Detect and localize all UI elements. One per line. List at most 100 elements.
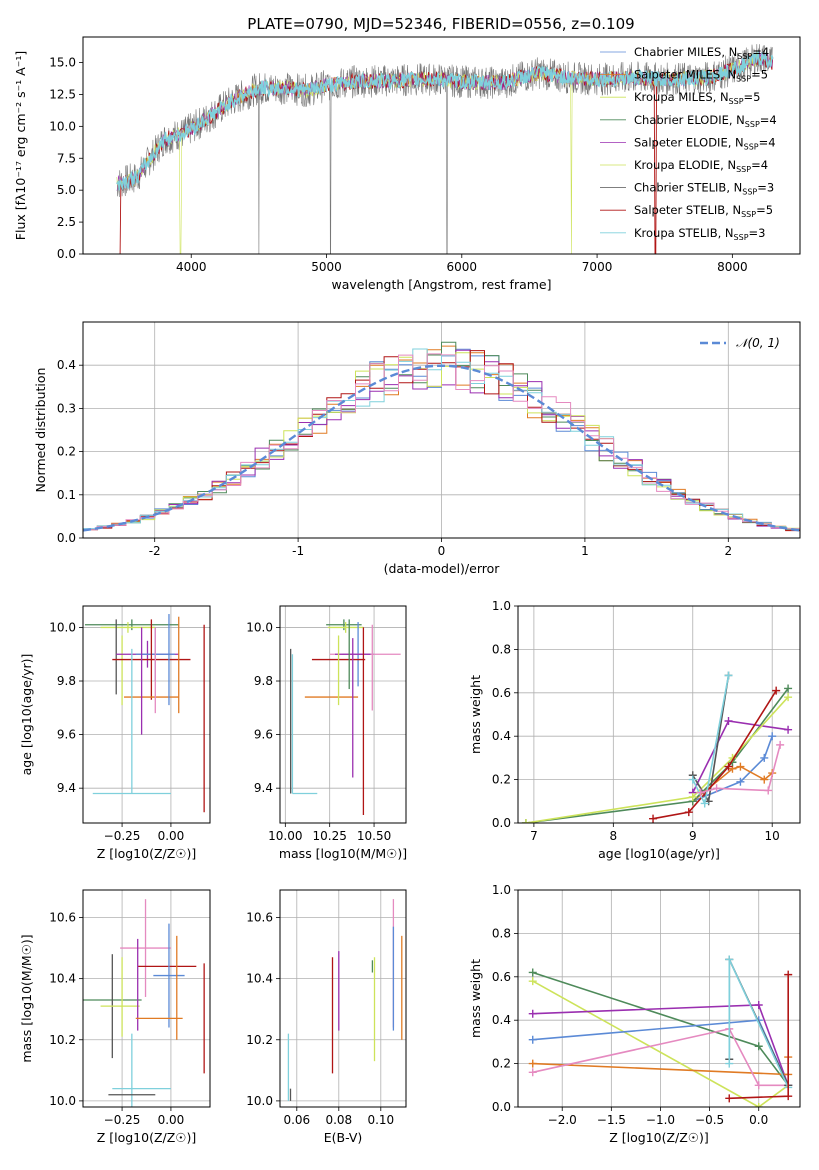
y-tick-label: 1.0: [492, 599, 511, 613]
legend-label: Kroupa STELIB, NSSP=3: [634, 226, 765, 242]
weight-marker: [688, 775, 697, 784]
x-tick-label: 6000: [447, 260, 478, 274]
y-tick-label: 9.4: [254, 781, 273, 795]
y-tick-label: 9.4: [57, 781, 76, 795]
y-tick-label: 9.6: [254, 728, 273, 742]
y-tick-label: 12.5: [49, 87, 76, 101]
axes-frame: [82, 321, 801, 539]
x-tick-label: 0.10: [367, 1113, 394, 1127]
weight-marker: [696, 788, 705, 797]
y-tick-label: 10.0: [49, 620, 76, 634]
panel-weight_vs_Z: −2.0 −1.5 −1.0 −0.5 0.0 0.0 0.2 0.4 0.6 0.8 1.0 Z […: [468, 883, 801, 1145]
y-tick-label: 0.8: [492, 926, 511, 940]
y-tick-label: 7.5: [57, 151, 76, 165]
weight-marker: [724, 717, 733, 726]
legend-label: Salpeter ELODIE, NSSP=4: [634, 135, 776, 151]
weight-marker: [528, 968, 537, 977]
weight-marker: [784, 684, 793, 693]
x-tick-label: 8000: [717, 260, 748, 274]
weight-marker: [725, 955, 734, 964]
legend-label: Salpeter MILES, NSSP=5: [634, 68, 768, 84]
weight-marker: [724, 762, 733, 771]
spectrum-model-line: [116, 51, 774, 191]
x-tick-label: 0.00: [158, 1113, 185, 1127]
y-tick-label: 0.4: [492, 1013, 511, 1027]
weight-line: [532, 980, 789, 1107]
y-tick-label: 15.0: [49, 56, 76, 70]
weight-marker: [754, 1042, 763, 1051]
x-axis-label: mass [log10(M/M☉)]: [279, 846, 407, 861]
legend-label: Kroupa ELODIE, NSSP=4: [634, 158, 768, 174]
y-tick-label: 0.0: [492, 816, 511, 830]
weight-marker: [736, 777, 745, 786]
x-axis-label: Z [log10(Z/Z☉)]: [97, 1130, 197, 1145]
panel-mass_vs_EBV: 0.06 0.08 0.10 10.0 10.2 10.4 10.6 E(B-V): [246, 889, 407, 1145]
plot-area: [116, 44, 774, 254]
weight-marker: [784, 725, 793, 734]
y-tick-label: 10.0: [49, 119, 76, 133]
weight-marker: [528, 1059, 537, 1068]
x-axis-label: wavelength [Angstrom, rest frame]: [331, 277, 551, 292]
weight-marker: [760, 753, 769, 762]
x-tick-label: 0.06: [283, 1113, 310, 1127]
x-axis-label: Z [log10(Z/Z☉)]: [97, 846, 197, 861]
weight-marker: [684, 808, 693, 817]
weight-line: [525, 696, 789, 823]
weight-marker: [528, 1009, 537, 1018]
x-tick-label: -2: [149, 544, 161, 558]
legend-label: Salpeter STELIB, NSSP=5: [634, 203, 773, 219]
weight-marker: [528, 977, 537, 986]
plot-area: [83, 341, 800, 538]
axes-frame: [279, 605, 407, 824]
x-tick-label: 0.08: [325, 1113, 352, 1127]
weight-marker: [521, 819, 530, 823]
weight-marker: [784, 970, 793, 979]
axes-frame: [517, 889, 801, 1108]
y-tick-label: 0.4: [57, 358, 76, 372]
panel-residuals: -2 -1 0 1 2 0.0 0.1 0.2 0.3 0.4 (data-model)/error…: [33, 321, 801, 576]
x-tick-label: 1: [581, 544, 589, 558]
weight-marker: [725, 1059, 734, 1068]
x-tick-label: 4000: [176, 260, 207, 274]
plot-area: [289, 619, 401, 815]
weight-marker: [784, 1092, 793, 1101]
legend-label: Chabrier STELIB, NSSP=3: [634, 181, 774, 197]
y-tick-label: 0.2: [492, 773, 511, 787]
panel-spectrum: 4000 5000 6000 7000 8000 0.0 2.5 5.0 7.5 10.0 12.5…: [13, 36, 801, 292]
x-tick-label: 10: [765, 829, 780, 843]
y-tick-label: 0.6: [492, 970, 511, 984]
y-axis-label: age [log10(age/yr)]: [19, 654, 34, 776]
y-tick-label: 10.4: [49, 972, 76, 986]
y-axis-label: Normed distribution: [33, 368, 48, 493]
y-tick-label: 10.0: [246, 620, 273, 634]
y-tick-label: 0.0: [492, 1100, 511, 1114]
x-tick-label: 10.00: [268, 829, 302, 843]
panel-mass_vs_Z: −0.25 0.00 10.0 10.2 10.4 10.6 Z [log10(Z/Z☉)]…: [19, 889, 211, 1145]
x-tick-label: 0: [438, 544, 446, 558]
x-tick-label: 7: [530, 829, 538, 843]
x-axis-label: age [log10(age/yr)]: [598, 846, 720, 861]
plot-area: [287, 899, 403, 1101]
spectrum-model-line: [116, 54, 774, 254]
y-axis-label: mass weight: [468, 959, 483, 1038]
x-tick-label: −0.5: [695, 1113, 724, 1127]
y-tick-label: 10.2: [49, 1033, 76, 1047]
legend-label: Chabrier ELODIE, NSSP=4: [634, 113, 777, 129]
y-tick-label: 9.6: [57, 728, 76, 742]
weight-marker: [772, 686, 781, 695]
y-tick-label: 10.0: [49, 1094, 76, 1108]
panels-layer: 4000 5000 6000 7000 80000.02.55.07.510.012.5…: [13, 36, 801, 1145]
x-tick-label: −1.5: [597, 1113, 626, 1127]
y-axis-label: mass weight: [468, 675, 483, 754]
y-tick-label: 0.3: [57, 401, 76, 415]
x-tick-label: 5000: [311, 260, 342, 274]
weight-marker: [712, 784, 721, 793]
weight-marker: [768, 732, 777, 741]
y-tick-label: 10.6: [246, 911, 273, 925]
axes-frame: [82, 36, 801, 255]
x-tick-label: 9: [689, 829, 697, 843]
axes-frame: [279, 889, 407, 1108]
weight-marker: [754, 1001, 763, 1010]
weight-marker: [754, 1103, 763, 1107]
